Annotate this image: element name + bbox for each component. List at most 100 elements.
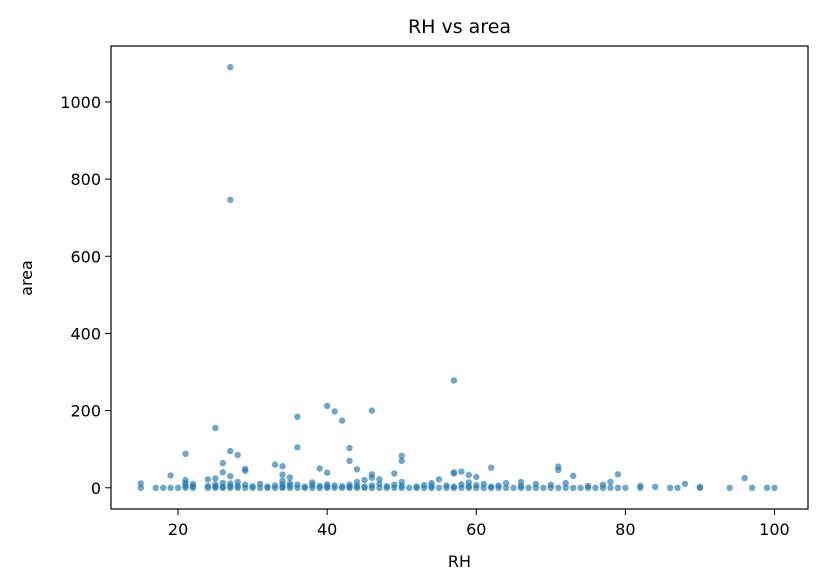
x-tick-label: 80 <box>615 520 635 539</box>
data-point <box>435 484 443 491</box>
data-point <box>368 407 376 414</box>
data-point <box>763 484 771 491</box>
data-point <box>338 483 346 490</box>
data-point <box>294 481 301 488</box>
data-point <box>309 479 316 486</box>
data-point <box>592 484 599 491</box>
data-point <box>219 479 226 486</box>
data-point <box>212 424 219 432</box>
y-tick-label: 200 <box>70 402 101 421</box>
data-point <box>540 484 547 491</box>
data-point <box>286 474 294 481</box>
data-point <box>264 483 271 490</box>
data-point <box>398 457 405 464</box>
data-point <box>607 484 614 491</box>
data-point <box>219 469 226 476</box>
x-tick-label: 20 <box>168 520 188 539</box>
data-point <box>741 474 748 482</box>
data-point <box>450 469 458 476</box>
data-point <box>271 482 279 489</box>
data-point <box>681 480 689 488</box>
data-point <box>271 461 279 468</box>
x-tick-label: 100 <box>759 520 790 539</box>
data-point <box>555 484 562 491</box>
data-point <box>622 484 629 491</box>
data-point <box>227 196 234 204</box>
data-point <box>137 480 144 487</box>
data-point <box>391 481 398 488</box>
data-point <box>324 402 331 410</box>
chart-title: RH vs area <box>408 16 511 38</box>
y-tick-label: 400 <box>70 324 101 343</box>
data-point <box>465 471 472 479</box>
data-point <box>227 473 234 480</box>
data-point <box>361 483 368 490</box>
data-point <box>674 484 681 491</box>
data-point <box>383 483 390 490</box>
data-point <box>435 476 443 483</box>
data-point <box>189 480 197 488</box>
data-point <box>316 482 323 490</box>
data-point <box>532 480 540 488</box>
data-point <box>391 470 398 477</box>
data-point <box>368 482 376 489</box>
data-point <box>726 484 733 491</box>
data-point <box>160 484 167 491</box>
y-tick-label: 0 <box>91 479 101 498</box>
data-point <box>502 479 510 487</box>
data-point <box>666 484 674 491</box>
data-point <box>450 377 458 384</box>
data-point <box>517 478 525 486</box>
data-point <box>420 481 428 489</box>
data-point <box>555 463 562 470</box>
data-point <box>249 483 256 490</box>
data-point <box>204 476 212 483</box>
y-axis-ticks: 0 200 400 600 800 1000 <box>60 93 111 498</box>
data-point <box>182 476 189 484</box>
data-point <box>212 475 219 482</box>
data-point <box>570 484 577 491</box>
data-point <box>279 463 286 470</box>
data-point <box>353 478 361 486</box>
x-tick-label: 40 <box>317 520 337 539</box>
data-point <box>525 484 532 491</box>
data-point <box>480 480 487 488</box>
data-point <box>488 483 495 490</box>
points-layer <box>137 63 778 491</box>
data-point <box>346 481 353 488</box>
y-tick-label: 1000 <box>60 93 101 112</box>
data-point <box>696 483 704 491</box>
data-point <box>174 484 182 491</box>
data-point <box>324 481 331 488</box>
data-point <box>473 481 480 489</box>
data-point <box>443 482 450 489</box>
data-point <box>346 444 353 452</box>
data-point <box>361 476 368 484</box>
data-point <box>584 482 592 490</box>
data-point <box>331 482 338 489</box>
x-tick-label: 60 <box>466 520 486 539</box>
data-point <box>376 476 383 483</box>
y-tick-label: 600 <box>70 247 101 266</box>
data-point <box>547 481 554 488</box>
y-tick-label: 800 <box>70 170 101 189</box>
data-point <box>346 457 353 464</box>
data-point <box>294 444 301 451</box>
x-axis-ticks: 20 40 60 80 100 <box>168 509 790 539</box>
y-axis-label: area <box>17 260 36 296</box>
data-point <box>465 479 472 486</box>
data-point <box>316 465 323 472</box>
data-point <box>510 484 517 491</box>
data-point <box>488 464 495 471</box>
data-point <box>562 484 569 491</box>
data-point <box>301 483 308 490</box>
data-point <box>353 466 361 473</box>
data-point <box>242 481 249 488</box>
data-point <box>219 459 226 467</box>
data-point <box>450 483 458 490</box>
data-point <box>286 479 294 487</box>
data-point <box>331 408 338 415</box>
data-point <box>614 471 622 478</box>
data-point <box>398 452 405 459</box>
